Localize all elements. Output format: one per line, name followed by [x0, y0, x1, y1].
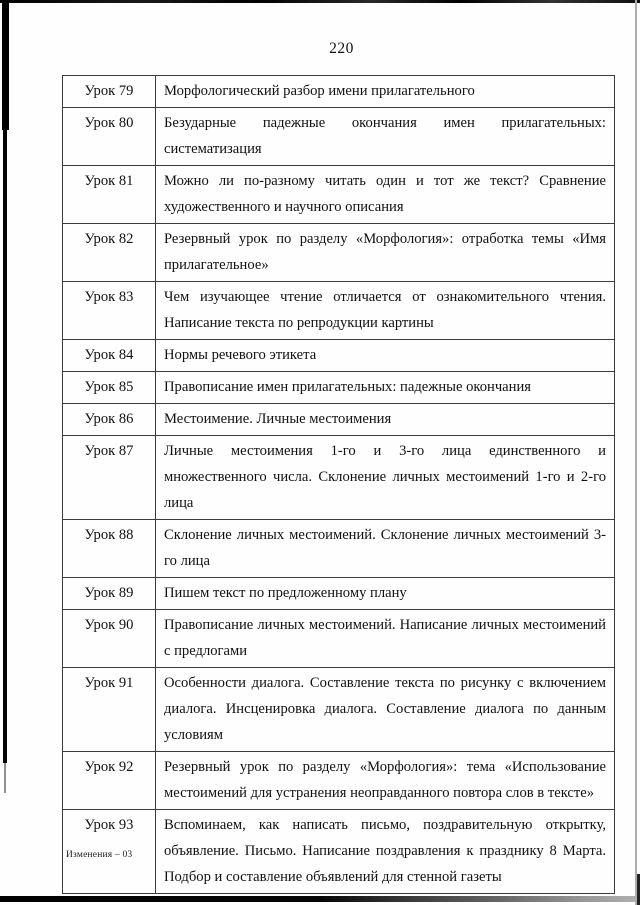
- lesson-description-cell: Правописание имен прилагательных: падежн…: [155, 371, 615, 404]
- lesson-number-cell: Урок 81: [62, 165, 156, 224]
- lesson-description-cell: Правописание личных местоимений. Написан…: [155, 609, 615, 668]
- table-row: Урок 84 Нормы речевого этикета: [62, 339, 615, 372]
- lesson-table: Урок 79 Морфологический разбор имени при…: [62, 75, 615, 894]
- scan-artifact-left-bar: [2, 2, 9, 130]
- revision-footnote: Изменения – 03: [66, 850, 133, 860]
- scan-artifact-right-line: [635, 0, 637, 905]
- lesson-description-cell: Местоимение. Личные местоимения: [155, 403, 615, 436]
- scan-artifact-bottom-edge: [0, 896, 640, 902]
- table-row: Урок 80 Безударные падежные окончания им…: [62, 107, 615, 166]
- table-row: Урок 85 Правописание имен прилагательных…: [62, 371, 615, 404]
- lesson-description-cell: Безударные падежные окончания имен прила…: [155, 107, 615, 166]
- scan-artifact-top-edge: [0, 0, 640, 3]
- table-row: Урок 86 Местоимение. Личные местоимения: [62, 403, 615, 436]
- lesson-description-cell: Пишем текст по предложенному плану: [155, 577, 615, 610]
- table-row: Урок 89 Пишем текст по предложенному пла…: [62, 577, 615, 610]
- lesson-number-cell: Урок 90: [62, 609, 156, 668]
- lesson-description-cell: Особенности диалога. Составление текста …: [155, 667, 615, 752]
- lesson-number-cell: Урок 93: [62, 809, 156, 894]
- lesson-number-cell: Урок 80: [62, 107, 156, 166]
- lesson-description-cell: Нормы речевого этикета: [155, 339, 615, 372]
- lesson-number-cell: Урок 82: [62, 223, 156, 282]
- lesson-number-cell: Урок 91: [62, 667, 156, 752]
- lesson-description-cell: Чем изучающее чтение отличается от ознак…: [155, 281, 615, 340]
- lesson-description-cell: Склонение личных местоимений. Склонение …: [155, 519, 615, 578]
- lesson-description-cell: Резервный урок по разделу «Морфология»: …: [155, 223, 615, 282]
- table-row: Урок 87 Личные местоимения 1-го и 3-го л…: [62, 435, 615, 520]
- table-row: Урок 93 Вспоминаем, как написать письмо,…: [62, 809, 615, 894]
- table-row: Урок 88 Склонение личных местоимений. Ск…: [62, 519, 615, 578]
- scan-artifact-left-fade: [4, 763, 6, 793]
- lesson-description-cell: Можно ли по-разному читать один и тот же…: [155, 165, 615, 224]
- page-number: 220: [329, 40, 354, 57]
- lesson-description-cell: Вспоминаем, как написать письмо, поздрав…: [155, 809, 615, 894]
- lesson-number-cell: Урок 83: [62, 281, 156, 340]
- table-row: Урок 90 Правописание личных местоимений.…: [62, 609, 615, 668]
- lesson-number-cell: Урок 89: [62, 577, 156, 610]
- lesson-number-cell: Урок 88: [62, 519, 156, 578]
- table-row: Урок 81 Можно ли по-разному читать один …: [62, 165, 615, 224]
- lesson-description-cell: Резервный урок по разделу «Морфология»: …: [155, 751, 615, 810]
- lesson-number-cell: Урок 79: [62, 75, 156, 108]
- lesson-number-cell: Урок 85: [62, 371, 156, 404]
- lesson-number-cell: Урок 86: [62, 403, 156, 436]
- lesson-number-cell: Урок 92: [62, 751, 156, 810]
- lesson-description-cell: Личные местоимения 1-го и 3-го лица един…: [155, 435, 615, 520]
- table-row: Урок 83 Чем изучающее чтение отличается …: [62, 281, 615, 340]
- lesson-number-cell: Урок 87: [62, 435, 156, 520]
- scan-artifact-bottom-right-mark: [637, 874, 640, 905]
- scan-artifact-left-line: [3, 128, 7, 763]
- lesson-description-cell: Морфологический разбор имени прилагатель…: [155, 75, 615, 108]
- lesson-number-cell: Урок 84: [62, 339, 156, 372]
- table-row: Урок 91 Особенности диалога. Составление…: [62, 667, 615, 752]
- table-row: Урок 92 Резервный урок по разделу «Морфо…: [62, 751, 615, 810]
- table-row: Урок 82 Резервный урок по разделу «Морфо…: [62, 223, 615, 282]
- table-row: Урок 79 Морфологический разбор имени при…: [62, 75, 615, 108]
